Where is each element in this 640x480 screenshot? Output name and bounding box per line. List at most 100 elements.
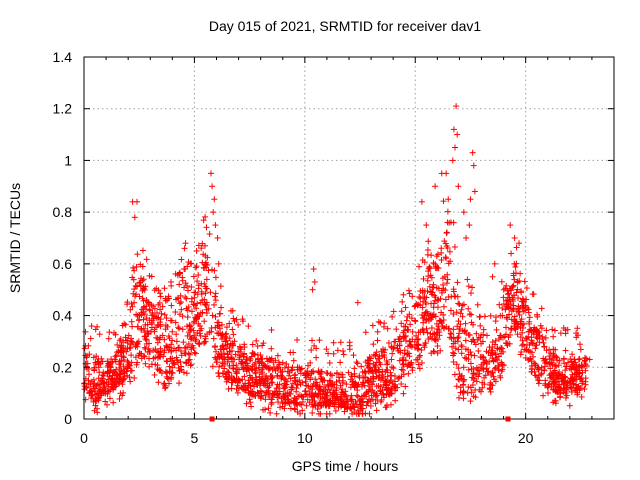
data-point [162,297,169,304]
data-point [385,340,392,347]
data-point [374,337,381,344]
y-tick-label: 1.2 [53,101,73,117]
data-point [461,354,468,361]
data-point [477,322,484,329]
data-point [161,311,168,318]
data-point [380,392,387,399]
data-point [416,365,423,372]
data-point [201,318,208,325]
data-point [110,399,117,406]
data-point [214,235,221,241]
data-point [391,373,398,380]
data-point [161,336,168,343]
data-point [215,260,222,267]
data-point [141,329,148,336]
data-point [154,362,161,369]
data-point [481,313,488,320]
data-point [390,365,397,372]
data-point [434,343,441,350]
data-point [430,304,437,311]
data-point [370,341,377,348]
data-point [143,256,150,263]
data-point [549,326,556,333]
data-point [212,297,219,304]
data-point [412,318,419,325]
data-point [458,350,465,357]
data-point [458,342,465,349]
data-point [330,350,337,357]
data-point [212,290,219,297]
data-point [442,254,449,261]
data-point [133,311,140,318]
data-point [490,358,497,365]
data-point [157,306,164,313]
data-point [337,339,344,346]
data-point [500,294,507,301]
data-point [443,170,450,177]
data-point [409,328,416,335]
data-point [151,371,158,378]
data-point [444,276,451,283]
data-point [504,291,511,298]
data-point [465,283,472,290]
data-point [116,395,123,402]
data-point [185,287,192,294]
data-point [512,263,519,270]
data-point [375,318,382,325]
data-point [366,354,373,361]
data-point [388,356,395,363]
data-point [445,196,452,203]
data-point [576,341,583,348]
data-point [125,361,132,368]
data-point [353,392,360,399]
data-point [340,348,347,355]
data-point [514,295,521,302]
data-point [183,295,190,302]
data-point [135,317,142,324]
data-point [456,394,463,401]
data-point [180,369,187,376]
data-point [132,282,139,289]
data-point [193,263,200,270]
data-point [540,339,547,346]
data-point [511,276,518,283]
data-point [128,352,135,359]
data-point [474,301,481,308]
data-point [326,359,333,366]
data-point [168,302,175,309]
data-point [192,264,199,271]
data-point [471,352,478,359]
data-point [106,329,113,336]
data-point [166,363,173,370]
data-point [389,313,396,320]
data-point [309,409,316,416]
data-point [547,374,554,381]
data-point [216,373,223,380]
data-point [463,330,470,337]
data-point [477,388,484,395]
data-point [230,315,237,322]
data-point [184,282,191,289]
data-point [553,363,560,370]
data-point [209,183,216,190]
data-point [158,310,165,317]
data-point [517,270,524,277]
data-point [506,340,513,347]
data-point [182,350,189,357]
data-point [392,338,399,345]
data-point [416,354,423,361]
data-point [369,322,376,329]
data-point [400,390,407,397]
data-point [203,224,210,231]
data-point [504,287,511,294]
data-point [343,381,350,388]
data-point [350,352,357,359]
data-point [140,276,147,283]
data-point [327,371,334,378]
data-point [337,359,344,366]
data-point [400,291,407,298]
data-point [243,400,250,407]
data-point [334,347,341,354]
data-point [159,303,166,310]
